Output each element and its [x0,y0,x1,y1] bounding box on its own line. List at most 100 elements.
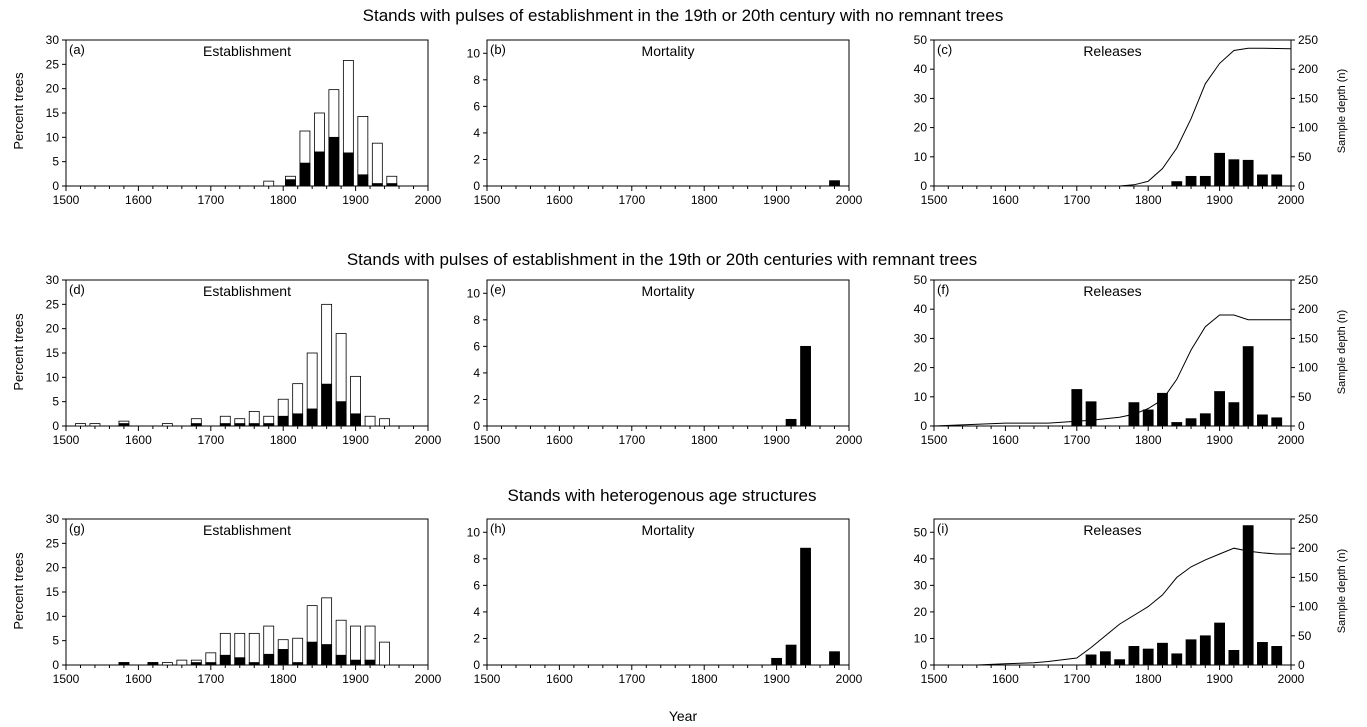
x-tick-label: 2000 [415,672,442,686]
y-tick-label: 25 [46,297,60,311]
y2-tick-label: 150 [1298,91,1318,105]
y-tick-label: 30 [914,91,928,105]
y2-tick-label: 200 [1298,541,1318,555]
bar-open [379,641,390,666]
y-tick-label: 6 [473,99,480,113]
y-tick-label: 10 [46,130,60,144]
y-tick-label: 25 [46,536,60,550]
y2-axis-label-row-1: Sample depth (n) [1336,69,1348,153]
bar-filled [1199,413,1211,427]
y2-tick-label: 200 [1298,302,1318,316]
bar-filled [219,654,231,666]
y-tick-label: 0 [473,658,480,672]
bar-filled [321,383,333,427]
x-tick-label: 1900 [1206,193,1233,207]
panel-label: (h) [490,521,506,536]
x-tick-label: 1700 [197,433,224,447]
bar-open [292,637,304,666]
x-tick-label: 1900 [763,193,790,207]
bar-open [364,415,376,427]
bar-filled [1199,175,1211,187]
y-tick-label: 20 [46,561,60,575]
bar-filled [118,662,130,666]
bar-filled [1271,646,1283,666]
y-tick-label: 10 [914,390,928,404]
x-tick-label: 1800 [270,433,297,447]
bar-open [161,423,173,427]
bar-filled [1214,391,1225,427]
bar-filled [147,662,159,666]
x-tick-label: 1600 [546,672,573,686]
y-tick-label: 10 [46,609,60,623]
y-tick-label: 15 [46,346,60,360]
y2-tick-label: 0 [1298,179,1305,193]
panel-h: 0 2 4 6 8 10 1500 1600 1700 1800 1900 2000 (h) Mortal… [467,518,863,686]
y-tick-label: 5 [52,634,59,648]
x-tick-label: 1800 [691,193,718,207]
x-tick-label: 1600 [125,193,152,207]
x-tick-label: 1600 [992,672,1019,686]
x-tick-label: 1900 [763,433,790,447]
bar-filled [1099,651,1111,666]
bar-open [248,632,260,666]
bar-filled [299,162,311,187]
y-tick-label: 25 [46,57,60,71]
x-tick-label: 1500 [474,672,501,686]
sample-depth-line [976,547,1291,666]
y-axis-label-row-3: Percent trees [11,552,26,630]
bar-filled [335,401,347,427]
y-tick-label: 8 [473,313,480,327]
y2-tick-label: 250 [1298,33,1318,47]
bar-open [263,180,275,187]
y-tick-label: 40 [914,302,928,316]
y2-tick-label: 50 [1298,390,1312,404]
plot-frame [486,518,850,666]
panel-label: (d) [69,282,85,297]
bar-filled [1242,525,1254,666]
bar-filled [1214,152,1225,187]
bar-filled [1185,175,1197,187]
bar-filled [771,657,782,666]
x-tick-label: 1900 [1206,433,1233,447]
x-tick-label: 1900 [763,672,790,686]
y-tick-label: 30 [46,512,60,526]
x-tick-label: 1500 [474,193,501,207]
row-title-2: Stands with pulses of establishment in t… [347,250,977,269]
bar-filled [1185,639,1197,666]
bar-filled [1228,159,1240,187]
bar-filled [350,659,362,666]
plot-frame [933,279,1292,427]
bar-filled [350,413,362,427]
bar-filled [306,408,318,427]
y-tick-label: 2 [473,392,480,406]
y2-axis-label-row-2: Sample depth (n) [1336,310,1348,394]
x-tick-label: 1700 [1063,193,1090,207]
y-tick-label: 8 [473,73,480,87]
bar-filled [335,654,347,666]
y2-tick-label: 250 [1298,273,1318,287]
sample-depth-line [934,47,1292,187]
panel-label: (c) [937,42,952,57]
x-tick-label: 1500 [53,672,80,686]
plot-frame [933,518,1292,666]
x-tick-label: 1500 [921,433,948,447]
bar-filled [1214,622,1225,666]
bar-filled [1171,653,1183,666]
bar-filled [1171,422,1183,427]
plot-frame [486,279,850,427]
bar-filled [829,651,840,666]
bar-filled [1257,174,1268,187]
bar-filled [1257,414,1268,427]
panel-title: Establishment [203,43,291,59]
y2-tick-label: 0 [1298,419,1305,433]
bar-filled [785,644,797,666]
panel-title: Mortality [642,522,695,538]
bar-filled [386,183,398,187]
y-tick-label: 50 [914,273,928,287]
bar-filled [205,662,217,666]
y-tick-label: 50 [914,33,928,47]
y-axis-label-row-2: Percent trees [11,313,26,391]
bar-filled [1142,648,1154,666]
